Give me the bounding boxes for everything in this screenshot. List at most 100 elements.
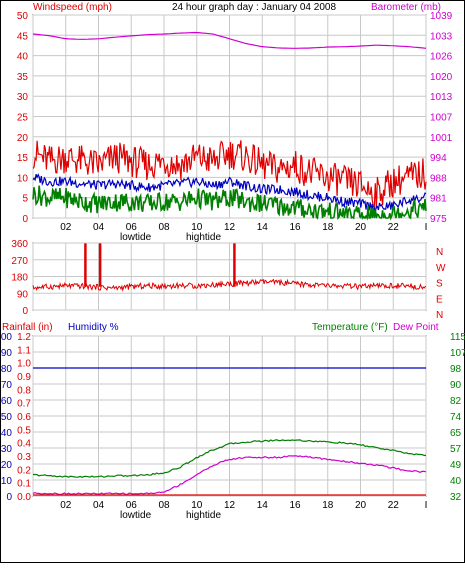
direction-axis-ticks: 0 90 180 270 360 (11, 239, 28, 317)
compass-label: W (436, 263, 446, 274)
wind-tick-label: 50 (17, 11, 29, 22)
lowtide-label-2: lowtide (120, 510, 152, 521)
direction-tick-label: 0 (22, 306, 28, 317)
wind-tick-label: 5 (22, 194, 28, 205)
temperature-tick-label: 40 (450, 476, 462, 487)
wind-tick-label: 20 (17, 133, 29, 144)
direction-tick-label: 90 (17, 289, 29, 300)
series-direction (32, 278, 426, 293)
wind-tick-label: 40 (17, 52, 29, 63)
x-tick-label: 18 (322, 500, 334, 511)
humidity-tick-label: 30 (1, 444, 13, 455)
temperature-label: Temperature (°F) (312, 322, 388, 333)
wind-tick-label: 25 (17, 113, 29, 124)
rain-tick-label: 0.5 (17, 425, 31, 436)
baro-tick-label: 975 (430, 214, 447, 225)
wind-axis-ticks: 0 5 10 15 20 25 30 35 40 45 50 (17, 11, 29, 225)
rain-tick-label: 0.9 (17, 372, 31, 383)
temperature-tick-label: 49 (450, 460, 462, 471)
humidity-tick-label: 0 (6, 492, 12, 503)
x-tick-label: 10 (191, 222, 203, 233)
rain-tick-label: 0.6 (17, 412, 31, 423)
compass-label: N (436, 247, 443, 258)
humidity-tick-label: 90 (1, 348, 13, 359)
baro-tick-label: 981 (430, 194, 447, 205)
rain-tick-label: 1.1 (17, 345, 31, 356)
temperature-tick-label: 32 (450, 492, 462, 503)
compass-label: S (436, 279, 443, 290)
compass-label: E (436, 294, 443, 305)
rain-tick-label: 1.2 (17, 332, 31, 343)
baro-tick-label: 1033 (430, 31, 453, 42)
x-tick-label: 02 (60, 222, 72, 233)
rain-tick-label: 0.3 (17, 452, 31, 463)
dewpoint-label: Dew Point (393, 322, 439, 333)
x-tick-label: 08 (158, 500, 170, 511)
rain-tick-label: 0.4 (17, 439, 31, 450)
rain-humidity-axis-ticks: 0 10 20 30 40 50 60 70 80 90 100 0.0 0.1 0.2 0.3 0.4 0.5… (0, 332, 31, 503)
baro-tick-label: 1007 (430, 113, 453, 124)
rain-tick-label: 0.0 (17, 492, 31, 503)
temperature-tick-label: 107 (450, 348, 465, 359)
x-tick-label: 22 (388, 500, 400, 511)
x-tick-label: 04 (93, 500, 105, 511)
temperature-tick-label: 57 (450, 444, 462, 455)
baro-axis-ticks: 975 981 988 994 1001 1007 1013 1020 1026 1033 1039 (430, 11, 453, 225)
series-avg (32, 173, 427, 212)
rain-tick-label: 0.7 (17, 399, 31, 410)
x-tick-label: 02 (60, 500, 72, 511)
x-tick-label: 16 (289, 222, 301, 233)
x-tick-label: I (425, 222, 428, 233)
temperature-tick-label: 90 (450, 380, 462, 391)
x-tick-label: 18 (322, 222, 334, 233)
wind-tick-label: 30 (17, 92, 29, 103)
baro-tick-label: 1013 (430, 92, 453, 103)
x-tick-label: 12 (224, 222, 236, 233)
x-tick-label: 14 (257, 222, 269, 233)
series-barometer (32, 31, 427, 49)
wind-tick-label: 45 (17, 31, 29, 42)
humidity-tick-label: 100 (0, 332, 12, 343)
x-tick-label: 06 (126, 500, 138, 511)
temperature-tick-label: 74 (450, 412, 462, 423)
baro-tick-label: 1039 (430, 11, 453, 22)
baro-tick-label: 1026 (430, 52, 453, 63)
x-tick-label: 10 (191, 500, 203, 511)
rainfall-label: Rainfall (in) (2, 322, 53, 333)
humidity-tick-label: 70 (1, 380, 13, 391)
x-tick-label: 22 (388, 222, 400, 233)
chart-title: 24 hour graph day : January 04 2008 (172, 2, 336, 13)
barometer-label: Barometer (mb) (371, 2, 441, 13)
x-tick-label: 14 (257, 500, 269, 511)
temperature-tick-label: 82 (450, 396, 462, 407)
hightide-label: hightide (186, 232, 221, 243)
series-dew-point (32, 455, 427, 496)
wind-direction-grid (32, 242, 427, 311)
hightide-label-2: hightide (186, 510, 221, 521)
wind-tick-label: 15 (17, 153, 29, 164)
direction-tick-label: 180 (11, 273, 28, 284)
baro-tick-label: 994 (430, 153, 447, 164)
wind-direction-series (32, 243, 426, 293)
x-tick-label: 20 (355, 500, 367, 511)
baro-tick-label: 1001 (430, 133, 453, 144)
temp-humidity-series (32, 367, 427, 496)
wind-baro-series (32, 31, 427, 221)
x-tick-label: 16 (289, 500, 301, 511)
temperature-axis-ticks: 32 40 49 57 65 74 82 90 98 107 115 (450, 332, 465, 503)
x-tick-label: 12 (224, 500, 236, 511)
x-tick-label: 06 (126, 222, 138, 233)
x-tick-label: 08 (158, 222, 170, 233)
rain-tick-label: 0.1 (17, 479, 31, 490)
temp-x-ticks: 02 04 06 08 10 12 14 16 18 20 22 I (60, 500, 427, 511)
humidity-tick-label: 60 (1, 396, 13, 407)
temperature-tick-label: 98 (450, 364, 462, 375)
wind-tick-label: 35 (17, 72, 29, 83)
wind-tick-label: 0 (22, 214, 28, 225)
windspeed-label: Windspeed (mph) (33, 2, 112, 13)
wind-x-ticks: 02 04 06 08 10 12 14 16 18 20 22 I (60, 222, 427, 233)
rain-tick-label: 1.0 (17, 359, 31, 370)
x-tick-label: 04 (93, 222, 105, 233)
humidity-tick-label: 40 (1, 428, 13, 439)
